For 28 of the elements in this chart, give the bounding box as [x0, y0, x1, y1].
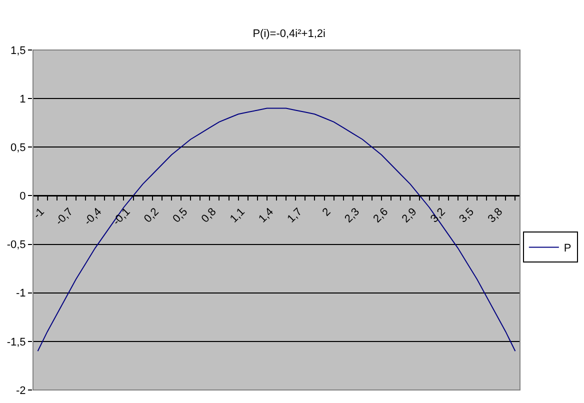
x-tick-label: 2,6: [371, 206, 391, 226]
x-tick-label: 0,2: [142, 206, 162, 226]
line-series: [37, 108, 516, 352]
x-tick-label: 2,9: [400, 206, 420, 226]
x-tick-label: -0,4: [82, 206, 104, 228]
y-tick-label: 0,5: [10, 142, 26, 154]
x-tick-label: -1: [31, 206, 47, 222]
x-tick-label: 1,7: [285, 206, 305, 226]
y-tick-label: 1,5: [10, 44, 26, 57]
x-tick-label: -0,1: [110, 206, 133, 228]
y-tick-label: -1: [16, 288, 26, 300]
y-tick-label: -1,5: [6, 336, 26, 348]
x-tick-label: 0,8: [199, 206, 219, 226]
x-tick-label: 1,1: [228, 206, 248, 226]
y-tick-label: 1: [20, 93, 26, 106]
x-tick-label: 2,3: [342, 206, 362, 226]
x-tick-label: -0,7: [54, 206, 76, 228]
y-tick-label: 0: [20, 190, 26, 203]
x-tick-label: 3,5: [457, 206, 476, 226]
x-tick-label: 2: [320, 206, 334, 219]
y-tick-label: -2: [16, 384, 26, 397]
x-tick-label: 1,4: [256, 206, 276, 226]
legend-label: P: [564, 242, 572, 254]
x-tick-label: 3,8: [486, 206, 506, 226]
chart-title: P(i)=-0,4i²+1,2i: [252, 28, 326, 40]
x-tick-label: 0,5: [170, 206, 190, 226]
x-tick-label: 3,2: [428, 206, 448, 226]
y-tick-label: -0,5: [6, 239, 26, 252]
